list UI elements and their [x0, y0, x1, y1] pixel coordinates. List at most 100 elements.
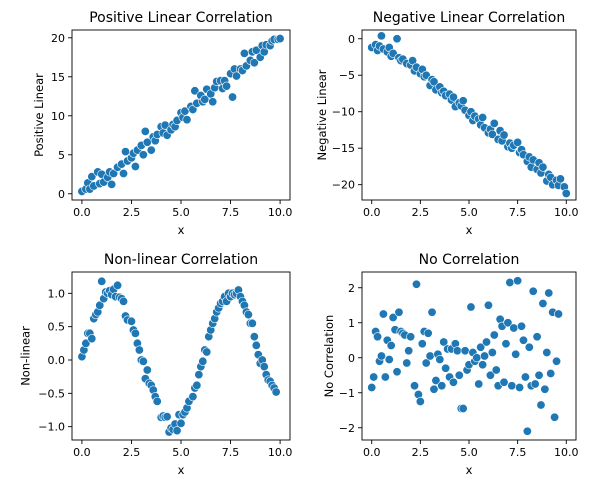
x-tick-label: 5.0 — [172, 206, 190, 219]
y-tick-label: −20 — [332, 179, 355, 192]
data-point — [483, 300, 493, 310]
y-tick-label: 0 — [348, 352, 355, 365]
data-point — [489, 330, 499, 340]
data-point — [503, 318, 513, 328]
data-point — [388, 312, 398, 322]
panel-negative-linear: Negative Linear Correlation 0.0 2.5 5.0 7.5 1… — [315, 10, 578, 237]
x-tick-label: 7.5 — [509, 446, 527, 459]
y-tick-label: 2 — [348, 282, 355, 295]
y-tick-label: 1.0 — [48, 287, 66, 300]
data-point — [522, 426, 532, 436]
data-point — [423, 328, 433, 338]
x-tick-label: 10.0 — [268, 206, 293, 219]
data-point — [188, 392, 198, 402]
data-point — [427, 307, 437, 317]
data-point — [231, 71, 241, 81]
data-point — [485, 370, 495, 380]
data-point — [528, 286, 538, 296]
data-point — [208, 97, 218, 107]
x-tick-label: 0.0 — [73, 446, 91, 459]
data-point — [454, 370, 464, 380]
data-point — [552, 356, 562, 366]
data-point — [243, 310, 253, 320]
data-point — [491, 365, 501, 375]
data-point — [478, 113, 488, 123]
data-point — [228, 92, 238, 102]
data-point — [507, 381, 517, 391]
data-point — [81, 338, 91, 348]
y-tick-label: −1.0 — [38, 421, 65, 434]
data-point — [249, 58, 259, 68]
x-tick-label: 5.0 — [172, 446, 190, 459]
chart-title: Negative Linear Correlation — [373, 10, 565, 26]
data-point — [561, 188, 571, 198]
data-point — [376, 31, 386, 41]
data-point — [194, 370, 204, 380]
data-point — [202, 347, 212, 357]
data-point — [441, 363, 451, 373]
data-point — [182, 115, 192, 125]
data-point — [513, 137, 523, 147]
data-point — [421, 358, 431, 368]
data-point — [378, 309, 388, 319]
x-tick-label: 0.0 — [363, 206, 381, 219]
data-point — [482, 337, 492, 347]
data-point — [192, 380, 202, 390]
y-tick-label: 1 — [348, 317, 355, 330]
y-axis-label: Positive Linear — [32, 73, 46, 157]
x-tick-label: 2.5 — [123, 446, 141, 459]
data-points — [367, 31, 571, 198]
data-point — [530, 379, 540, 389]
data-point — [239, 48, 249, 58]
y-tick-label: 0 — [348, 33, 355, 46]
data-point — [544, 288, 554, 298]
data-point — [520, 372, 530, 382]
x-axis-label: x — [178, 463, 185, 477]
axes-frame — [361, 271, 577, 441]
x-axis-label: x — [178, 223, 185, 237]
data-point — [550, 412, 560, 422]
data-point — [367, 382, 377, 392]
data-point — [487, 129, 497, 139]
x-tick-label: 10.0 — [268, 446, 293, 459]
data-point — [119, 296, 129, 306]
x-axis-label: x — [466, 223, 473, 237]
data-point — [271, 387, 281, 397]
data-points — [367, 276, 563, 436]
data-point — [425, 351, 435, 361]
y-tick-label: −2 — [339, 422, 355, 435]
data-point — [386, 340, 396, 350]
x-tick-label: 5.0 — [460, 446, 478, 459]
panel-positive-linear: Positive Linear Correlation 0.0 2.5 5.0 7.5 1… — [32, 10, 293, 237]
data-point — [142, 365, 152, 375]
data-point — [505, 277, 515, 287]
data-point — [247, 318, 257, 328]
data-point — [410, 381, 420, 391]
data-point — [380, 372, 390, 382]
y-tick-label: 15 — [51, 71, 65, 84]
y-axis-label: No Correlation — [322, 315, 336, 398]
data-point — [448, 92, 458, 102]
y-tick-label: 0.0 — [48, 354, 66, 367]
y-axis-label: Non-linear — [19, 326, 33, 386]
data-point — [452, 346, 462, 356]
data-point — [411, 279, 421, 289]
data-point — [415, 396, 425, 406]
data-point — [478, 360, 488, 370]
data-point — [517, 321, 527, 331]
data-point — [138, 150, 148, 160]
data-point — [373, 332, 383, 342]
data-point — [249, 332, 259, 342]
data-point — [392, 34, 402, 44]
data-point — [524, 342, 534, 352]
data-point — [172, 426, 182, 436]
data-point — [480, 351, 490, 361]
y-tick-label: −10 — [332, 106, 355, 119]
data-point — [435, 354, 445, 364]
data-point — [376, 351, 386, 361]
data-point — [140, 126, 150, 136]
data-point — [126, 316, 136, 326]
data-point — [499, 130, 509, 140]
data-point — [437, 381, 447, 391]
